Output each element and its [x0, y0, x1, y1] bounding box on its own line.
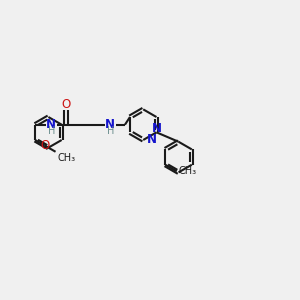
- Text: N: N: [147, 134, 157, 146]
- Text: H: H: [48, 126, 55, 136]
- Text: O: O: [40, 139, 50, 152]
- Text: CH₃: CH₃: [57, 153, 75, 163]
- Text: O: O: [61, 98, 71, 111]
- Text: N: N: [46, 118, 56, 130]
- Text: N: N: [105, 118, 115, 130]
- Text: H: H: [106, 126, 114, 136]
- Text: N: N: [152, 122, 161, 135]
- Text: CH₃: CH₃: [178, 166, 196, 176]
